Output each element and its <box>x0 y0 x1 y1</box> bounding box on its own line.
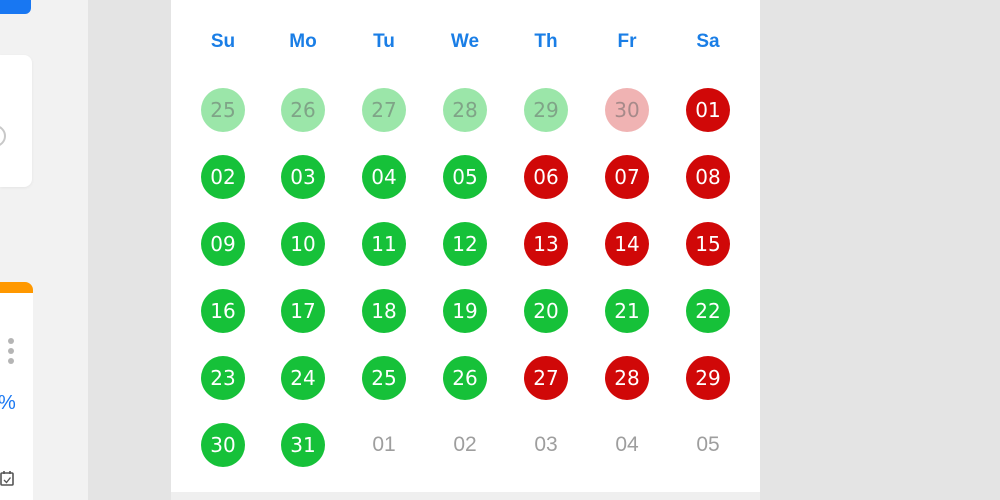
weekday-header: Mo <box>289 31 317 52</box>
calendar-day-next-month[interactable]: 04 <box>615 433 639 456</box>
sidebar-card <box>0 55 32 187</box>
calendar-day[interactable]: 31 <box>281 423 325 467</box>
weekday-header: Fr <box>617 31 637 52</box>
kebab-menu-icon[interactable] <box>8 338 14 364</box>
calendar-icon <box>0 471 14 486</box>
calendar-day[interactable]: 18 <box>362 289 406 333</box>
calendar-day[interactable]: 30 <box>201 423 245 467</box>
circle-icon <box>0 125 6 147</box>
calendar-day[interactable]: 26 <box>443 356 487 400</box>
calendar-day[interactable]: 11 <box>362 222 406 266</box>
calendar-card: Su Mo Tu We Th Fr Sa 25 26 27 28 29 30 01 02 03 04 05 06 07… <box>171 0 760 492</box>
calendar-day[interactable]: 08 <box>686 155 730 199</box>
calendar-day[interactable]: 01 <box>686 88 730 132</box>
calendar-day[interactable]: 05 <box>443 155 487 199</box>
calendar-day[interactable]: 03 <box>281 155 325 199</box>
calendar-day[interactable]: 29 <box>524 88 568 132</box>
calendar-day[interactable]: 28 <box>443 88 487 132</box>
primary-button[interactable] <box>0 0 31 14</box>
weekday-header: Sa <box>696 31 720 52</box>
calendar-day[interactable]: 12 <box>443 222 487 266</box>
calendar-day[interactable]: 14 <box>605 222 649 266</box>
calendar-day[interactable]: 27 <box>362 88 406 132</box>
calendar-day[interactable]: 21 <box>605 289 649 333</box>
calendar-day[interactable]: 17 <box>281 289 325 333</box>
calendar-day[interactable]: 19 <box>443 289 487 333</box>
calendar-day[interactable]: 06 <box>524 155 568 199</box>
sidebar-stat-card: % <box>0 282 33 500</box>
calendar-day[interactable]: 07 <box>605 155 649 199</box>
calendar-day-next-month[interactable]: 01 <box>372 433 396 456</box>
calendar-day[interactable]: 04 <box>362 155 406 199</box>
calendar-day[interactable]: 02 <box>201 155 245 199</box>
calendar-day[interactable]: 29 <box>686 356 730 400</box>
calendar-day[interactable]: 23 <box>201 356 245 400</box>
weekday-header: We <box>450 31 480 52</box>
calendar-day[interactable]: 13 <box>524 222 568 266</box>
calendar-day[interactable]: 25 <box>362 356 406 400</box>
percent-value: % <box>0 392 16 415</box>
calendar-day[interactable]: 30 <box>605 88 649 132</box>
calendar-day[interactable]: 26 <box>281 88 325 132</box>
calendar-day-next-month[interactable]: 02 <box>453 433 477 456</box>
calendar-day[interactable]: 09 <box>201 222 245 266</box>
weekday-header: Su <box>210 31 236 52</box>
weekday-header: Th <box>534 31 558 52</box>
calendar-day[interactable]: 24 <box>281 356 325 400</box>
calendar-day[interactable]: 15 <box>686 222 730 266</box>
calendar-day[interactable]: 25 <box>201 88 245 132</box>
calendar-day-next-month[interactable]: 03 <box>534 433 558 456</box>
calendar-day[interactable]: 27 <box>524 356 568 400</box>
calendar-day[interactable]: 10 <box>281 222 325 266</box>
calendar-day[interactable]: 20 <box>524 289 568 333</box>
calendar-day[interactable]: 28 <box>605 356 649 400</box>
calendar-day[interactable]: 22 <box>686 289 730 333</box>
weekday-header: Tu <box>373 31 395 52</box>
card-accent-bar <box>0 282 33 293</box>
calendar-day-next-month[interactable]: 05 <box>696 433 720 456</box>
calendar-day[interactable]: 16 <box>201 289 245 333</box>
left-sidebar: % <box>0 0 88 500</box>
calendar-footer <box>171 492 760 500</box>
